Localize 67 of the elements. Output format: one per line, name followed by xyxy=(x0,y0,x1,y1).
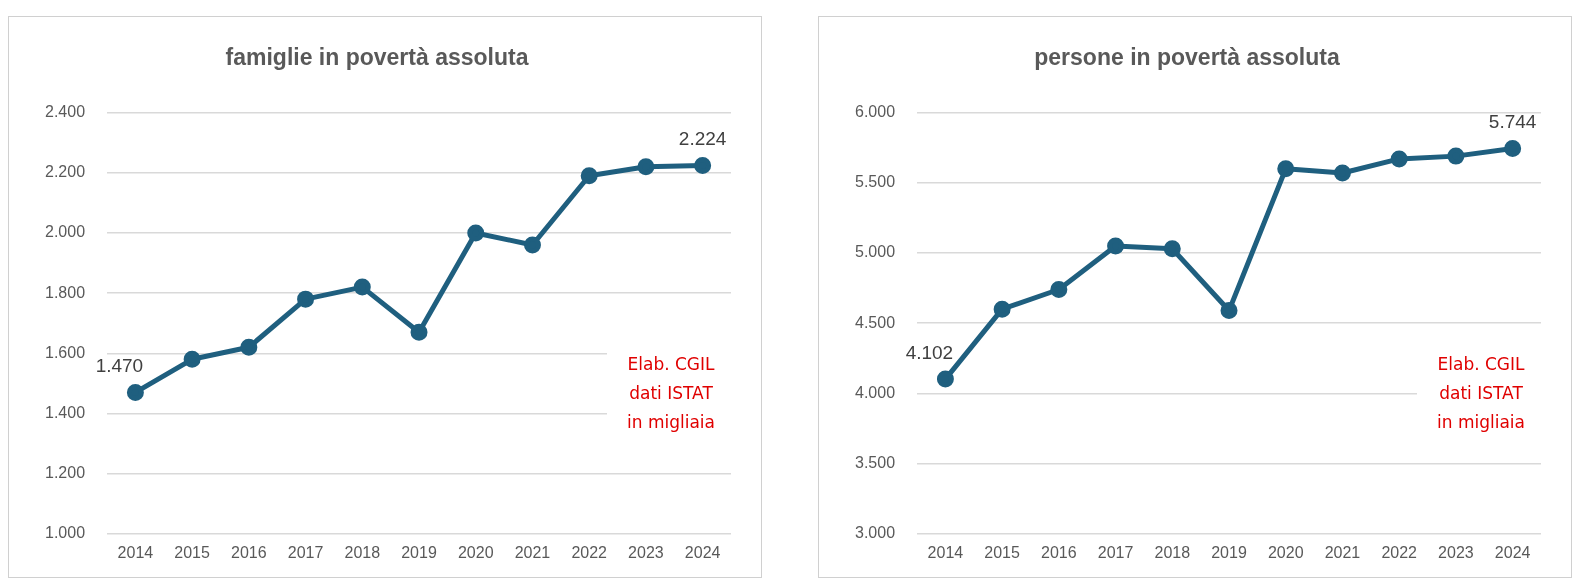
annotation: Elab. CGIL dati ISTAT in migliaia xyxy=(1437,354,1526,433)
x-tick-label: 2019 xyxy=(401,543,437,561)
point xyxy=(580,167,598,185)
point xyxy=(1163,240,1181,258)
y-tick-label: 1.600 xyxy=(44,343,86,361)
point xyxy=(1277,160,1295,178)
chart-title: persone in povertà assoluta xyxy=(1034,44,1340,71)
x-tick-label: 2023 xyxy=(628,543,664,561)
point xyxy=(694,157,712,175)
y-tick-label: 3.500 xyxy=(854,454,896,472)
y-tick-label: 1.200 xyxy=(44,464,86,482)
x-tick-label: 2018 xyxy=(1154,543,1191,561)
data-label: 2.224 xyxy=(678,128,727,150)
point xyxy=(936,370,954,388)
x-tick-label: 2020 xyxy=(1267,543,1304,561)
x-tick-label: 2014 xyxy=(927,543,964,561)
point xyxy=(467,224,485,242)
x-tick-label: 2016 xyxy=(231,543,267,561)
point xyxy=(1390,150,1408,168)
point xyxy=(1447,147,1465,165)
data-label: 1.470 xyxy=(95,355,144,377)
x-tick-label: 2022 xyxy=(1381,543,1418,561)
x-tick-label: 2014 xyxy=(117,543,154,561)
y-tick-label: 2.200 xyxy=(44,163,86,181)
point xyxy=(126,383,144,401)
y-tick-label: 5.500 xyxy=(854,173,896,191)
point xyxy=(637,158,655,176)
y-tick-label: 1.400 xyxy=(44,403,86,421)
point xyxy=(1504,140,1522,158)
point xyxy=(240,338,258,356)
point xyxy=(183,350,201,368)
data-label: 4.102 xyxy=(905,341,954,363)
x-tick-label: 2015 xyxy=(174,543,211,561)
x-tick-label: 2022 xyxy=(571,543,608,561)
annotation: Elab. CGIL dati ISTAT in migliaia xyxy=(627,354,716,433)
point xyxy=(1220,302,1238,320)
x-tick-label: 2019 xyxy=(1211,543,1247,561)
point xyxy=(1050,281,1068,298)
point xyxy=(523,236,541,254)
y-tick-label: 6.000 xyxy=(854,103,896,121)
x-tick-label: 2017 xyxy=(1097,543,1134,561)
y-tick-label: 3.000 xyxy=(854,524,896,542)
x-tick-label: 2018 xyxy=(344,543,381,561)
point xyxy=(297,290,315,308)
chart-title: famiglie in povertà assoluta xyxy=(225,44,529,71)
y-tick-label: 5.000 xyxy=(854,243,896,261)
x-tick-label: 2016 xyxy=(1041,543,1077,561)
x-tick-label: 2021 xyxy=(1324,543,1361,561)
x-tick-label: 2023 xyxy=(1438,543,1474,561)
y-tick-label: 2.000 xyxy=(44,223,86,241)
y-tick-label: 4.000 xyxy=(854,383,896,401)
y-tick-label: 1.000 xyxy=(44,524,86,542)
x-tick-label: 2024 xyxy=(1494,543,1531,561)
point xyxy=(410,323,428,341)
point xyxy=(1107,237,1125,255)
y-tick-label: 4.500 xyxy=(854,313,896,331)
x-tick-label: 2017 xyxy=(287,543,324,561)
x-tick-label: 2015 xyxy=(984,543,1021,561)
point xyxy=(353,278,371,296)
x-tick-label: 2020 xyxy=(457,543,494,561)
point xyxy=(993,300,1011,318)
point xyxy=(1333,164,1351,182)
y-tick-label: 1.800 xyxy=(44,283,86,301)
x-tick-label: 2021 xyxy=(514,543,551,561)
x-tick-label: 2024 xyxy=(684,543,721,561)
y-tick-label: 2.400 xyxy=(44,103,86,121)
data-label: 5.744 xyxy=(1488,111,1537,133)
